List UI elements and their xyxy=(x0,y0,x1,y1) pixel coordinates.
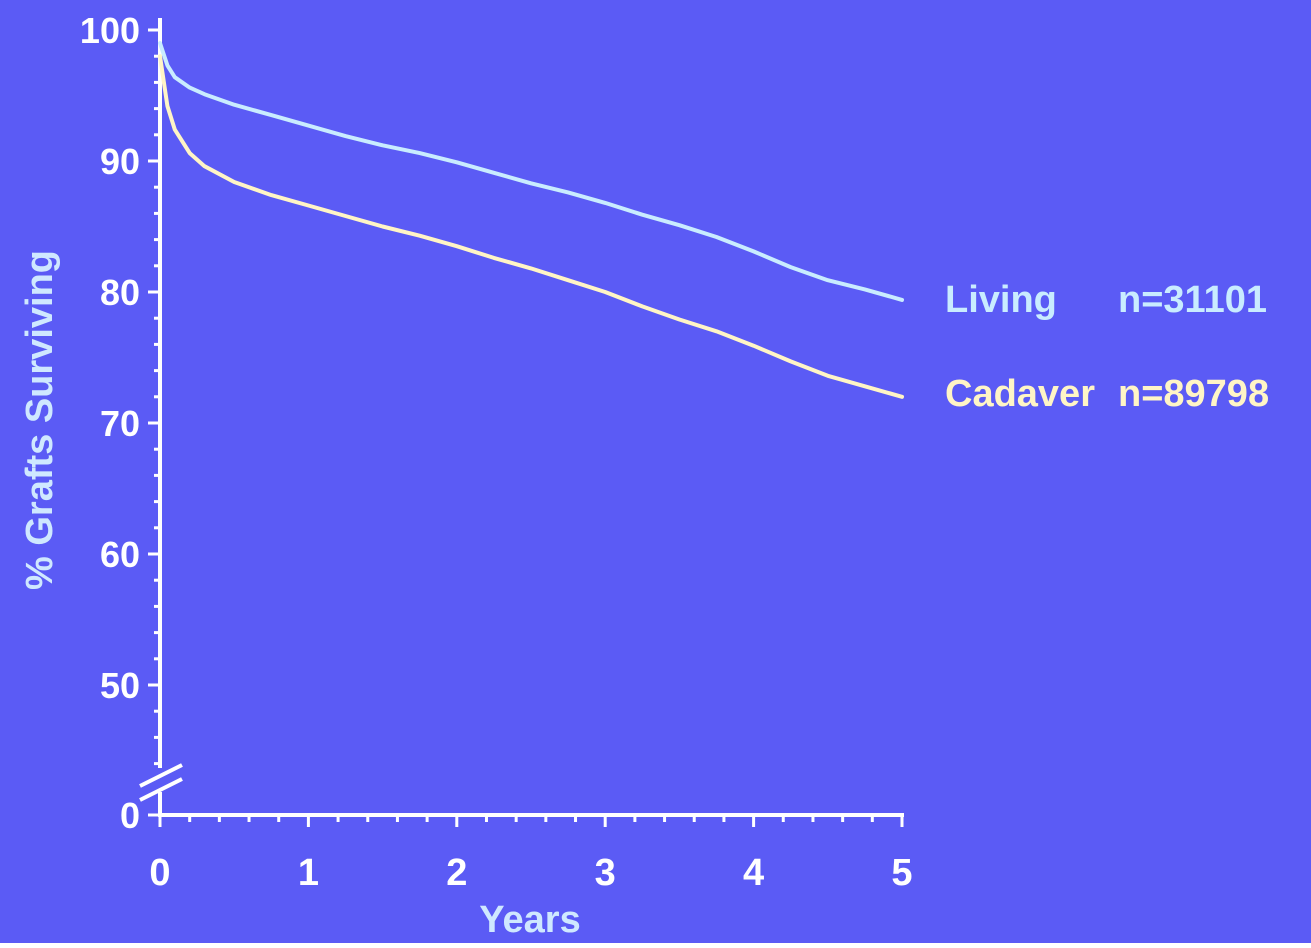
series-line-cadaver xyxy=(158,54,904,399)
x-tick-label: 1 xyxy=(298,852,319,894)
tick-labels: 100 90 80 70 60 50 00 1 2 3 4 5 xyxy=(80,10,913,894)
axes xyxy=(139,18,904,817)
x-tick-label: 3 xyxy=(595,852,616,894)
x-axis-title: Years xyxy=(479,899,580,941)
x-tick-label: 0 xyxy=(149,852,170,894)
legend-label-cadaver: Cadaver xyxy=(945,373,1095,415)
x-tick-label: 5 xyxy=(891,852,912,894)
y-tick-label: 100 xyxy=(80,10,140,51)
legend-label-living: Living xyxy=(945,279,1057,321)
x-tick-label: 4 xyxy=(743,852,764,894)
y-tick-label: 0 xyxy=(120,795,140,836)
y-tick-label: 80 xyxy=(100,272,140,313)
axis-break-mark xyxy=(139,763,183,788)
y-tick-label: 50 xyxy=(100,665,140,706)
y-axis-title: % Grafts Surviving xyxy=(19,250,61,590)
legend-n-living: n=31101 xyxy=(1118,279,1267,321)
series-line-living xyxy=(158,41,904,302)
y-tick-label: 60 xyxy=(100,534,140,575)
ticks xyxy=(148,28,904,827)
axis-break-mark xyxy=(139,777,183,802)
y-tick-label: 70 xyxy=(100,403,140,444)
series-lines xyxy=(158,41,904,399)
x-tick-label: 2 xyxy=(446,852,467,894)
y-tick-label: 90 xyxy=(100,141,140,182)
legend-n-cadaver: n=89798 xyxy=(1118,373,1269,415)
